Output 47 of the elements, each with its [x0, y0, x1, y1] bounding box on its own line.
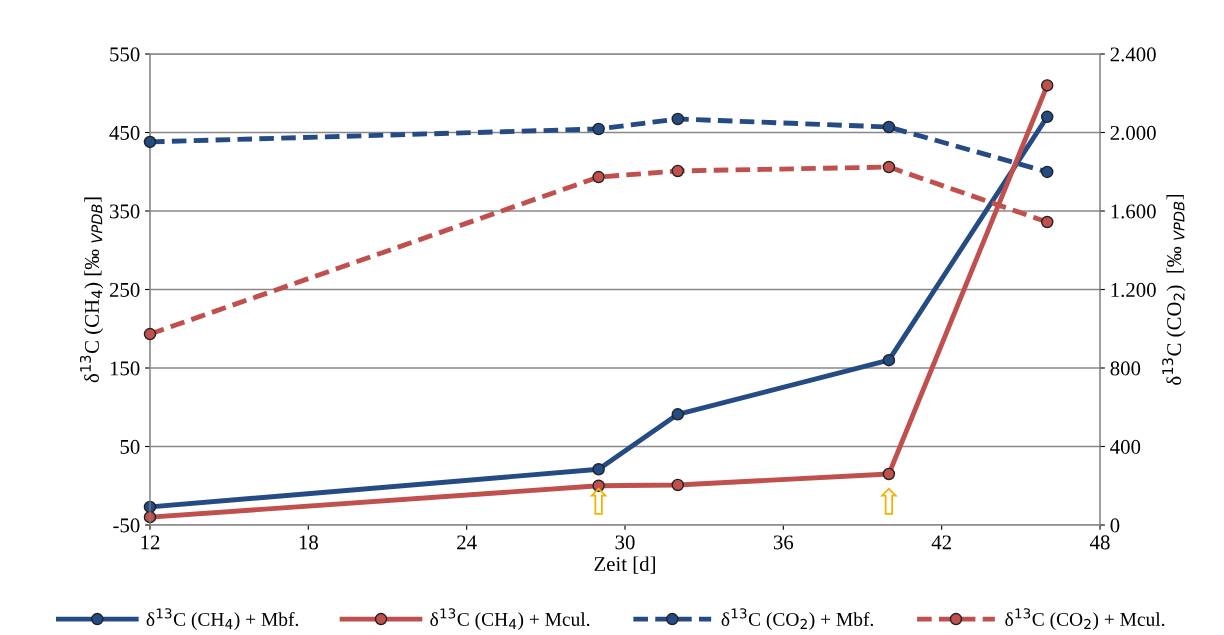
point: [671, 478, 685, 492]
point: [592, 463, 605, 476]
legend-label: δ$^{13}$C (CO$_{2}$) + Mcul.: [1005, 608, 1165, 630]
legend-label: δ$^{13}$C (CH$_{4}$) + Mcul.: [430, 608, 590, 630]
point: [1040, 79, 1054, 92]
y2-tick-label: 1.600: [1111, 204, 1156, 219]
point: [882, 353, 896, 367]
y-tick-label: 350: [110, 204, 140, 219]
x-tick-label: 24: [457, 535, 477, 550]
y2-tick-label: 0: [1110, 518, 1120, 533]
y2-tick-label: 400: [1110, 439, 1141, 454]
x-tick-label: 30: [615, 535, 635, 550]
y-tick-label: 450: [109, 125, 140, 140]
point: [1040, 215, 1054, 229]
y-tick-label: 550: [110, 47, 140, 62]
y2-axis-title: δ$^{13}$C (CO$_{2}$) [‰ $_{VPDB}$]: [1162, 194, 1186, 385]
point: [671, 164, 685, 178]
y2-tick-label: 1.200: [1111, 282, 1156, 298]
y-tick-label: 150: [110, 361, 140, 376]
x-tick-label: 18: [299, 535, 318, 550]
point: [1040, 110, 1054, 124]
legend-label: δ$^{13}$C (CO$_{2}$) + Mbf.: [721, 608, 874, 630]
annotation: ⇧: [879, 487, 898, 515]
annotation: ⇧: [589, 487, 608, 515]
y2-tick-label: 800: [1110, 361, 1141, 376]
point: [143, 327, 157, 341]
x-tick-label: 12: [141, 535, 160, 550]
point: [671, 112, 685, 126]
point: [882, 160, 896, 174]
y-tick-label: -50: [113, 518, 140, 533]
x-tick-label: 36: [773, 535, 794, 550]
legend-label: δ$^{13}$C (CH$_{4}$) + Mbf.: [146, 608, 299, 630]
point: [671, 408, 685, 421]
point: [592, 122, 605, 136]
point: [143, 135, 157, 149]
x-tick-label: 48: [1089, 535, 1110, 550]
point: [882, 467, 896, 481]
y2-tick-label: 2.400: [1110, 47, 1156, 62]
point: [882, 120, 896, 134]
y-tick-label: 250: [109, 282, 140, 297]
y-axis-title: δ$^{13}$C (CH$_{4}$) [‰ $_{VPDB}$]: [79, 197, 104, 383]
point: [592, 170, 605, 184]
x-axis-title: Zeit [d]: [594, 556, 655, 574]
y2-tick-label: 2.000: [1110, 125, 1156, 141]
x-tick-label: 42: [931, 535, 951, 550]
y-tick-label: 50: [120, 439, 140, 454]
point: [1040, 165, 1054, 179]
